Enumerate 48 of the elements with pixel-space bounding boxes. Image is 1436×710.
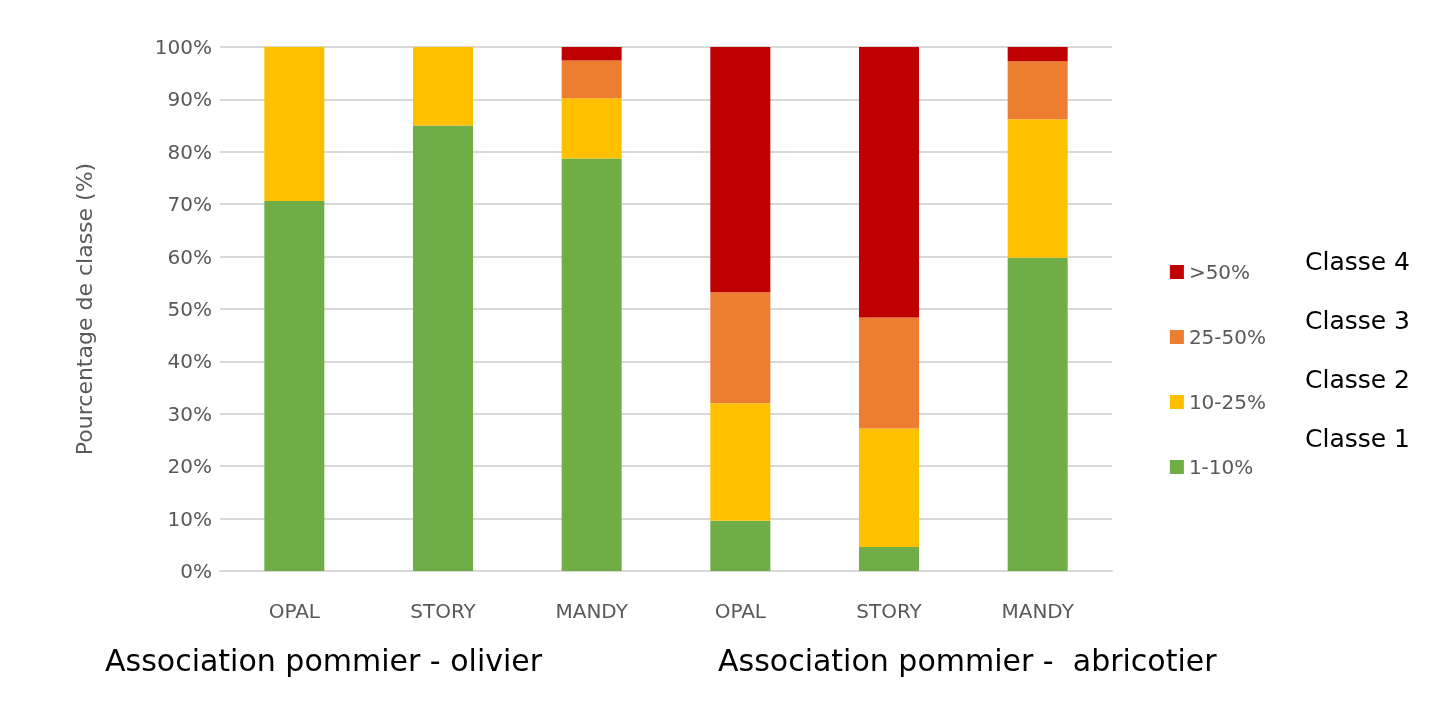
y-tick-label: 40% <box>167 349 212 374</box>
bar <box>413 125 473 571</box>
y-tick-label: 70% <box>167 192 212 217</box>
text: Classe 3 <box>1305 306 1411 335</box>
legend-label: 10-25% <box>1188 390 1267 414</box>
legend-label: 1-10% <box>1188 455 1254 479</box>
bar <box>1007 119 1068 258</box>
x-tick-label: MANDY <box>1001 599 1075 623</box>
x-tick-label: STORY <box>856 599 923 623</box>
y-tick-label: 0% <box>180 559 212 583</box>
bar <box>859 47 919 318</box>
bar <box>1007 47 1068 62</box>
bar <box>561 98 622 159</box>
x-tick-label: MANDY <box>555 599 629 623</box>
legend-label: 25-50% <box>1188 325 1267 349</box>
y-tick-label: 30% <box>167 401 212 426</box>
y-axis-title: Pourcentage de classe (%) <box>71 162 97 456</box>
bar <box>413 47 473 126</box>
bar <box>710 520 771 571</box>
y-tick-label: 60% <box>167 244 212 269</box>
y-tick-label: 90% <box>167 87 212 112</box>
x-tick-label: STORY <box>410 599 477 623</box>
bar <box>561 47 622 61</box>
y-tick-label: 50% <box>167 297 212 321</box>
bar <box>561 60 622 99</box>
text: Classe 2 <box>1305 365 1411 394</box>
text: Association pommier - olivier <box>105 642 543 678</box>
x-tick-label: OPAL <box>714 599 767 623</box>
bar <box>859 428 919 547</box>
y-tick-label: 20% <box>167 454 212 479</box>
y-tick-label: 100% <box>154 35 212 59</box>
bar <box>710 292 771 404</box>
bar <box>710 403 771 521</box>
bar <box>561 158 622 571</box>
bar <box>1007 257 1068 571</box>
text: Classe 1 <box>1305 424 1411 453</box>
x-tick-label: OPAL <box>268 599 321 623</box>
y-tick-label: 10% <box>167 506 212 531</box>
text: Classe 4 <box>1305 247 1411 276</box>
bar <box>1007 61 1068 120</box>
bar <box>859 546 919 571</box>
bar <box>264 47 325 202</box>
legend-label: >50% <box>1188 260 1251 284</box>
bar <box>710 47 771 293</box>
text: Association pommier - abricotier <box>718 642 1218 678</box>
bar <box>859 317 919 429</box>
bar <box>264 201 325 571</box>
y-tick-label: 80% <box>167 139 212 164</box>
